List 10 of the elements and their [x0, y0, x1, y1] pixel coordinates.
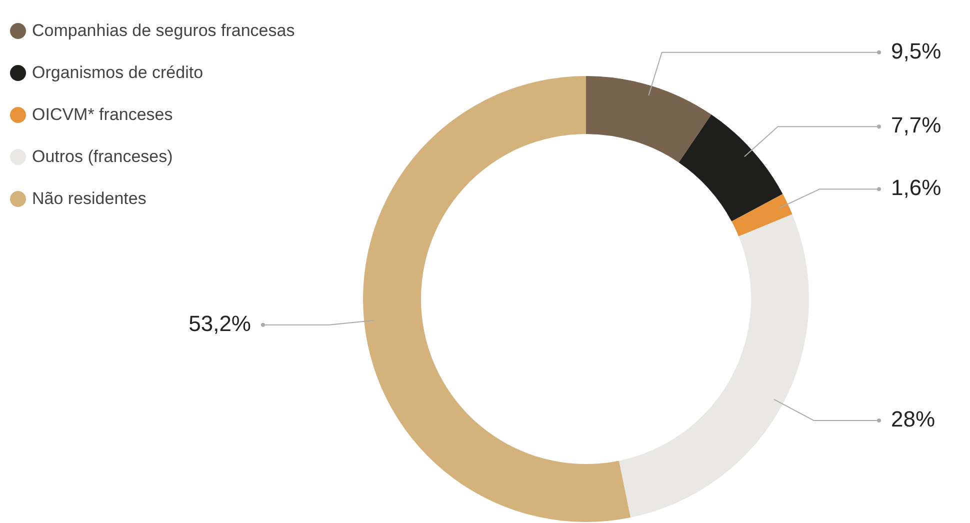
legend-label: Outros (franceses) — [32, 147, 173, 167]
data-label: 9,5% — [891, 38, 942, 64]
legend-label: Companhias de seguros francesas — [32, 21, 295, 41]
data-label: 1,6% — [891, 175, 942, 200]
legend-label: OICVM* franceses — [32, 105, 173, 125]
data-label: 28% — [891, 406, 936, 432]
legend-label: Organismos de crédito — [32, 63, 204, 83]
data-label: 7,7% — [891, 112, 942, 138]
data-label: 53,2% — [188, 310, 251, 336]
legend-label: Não residentes — [32, 189, 146, 209]
